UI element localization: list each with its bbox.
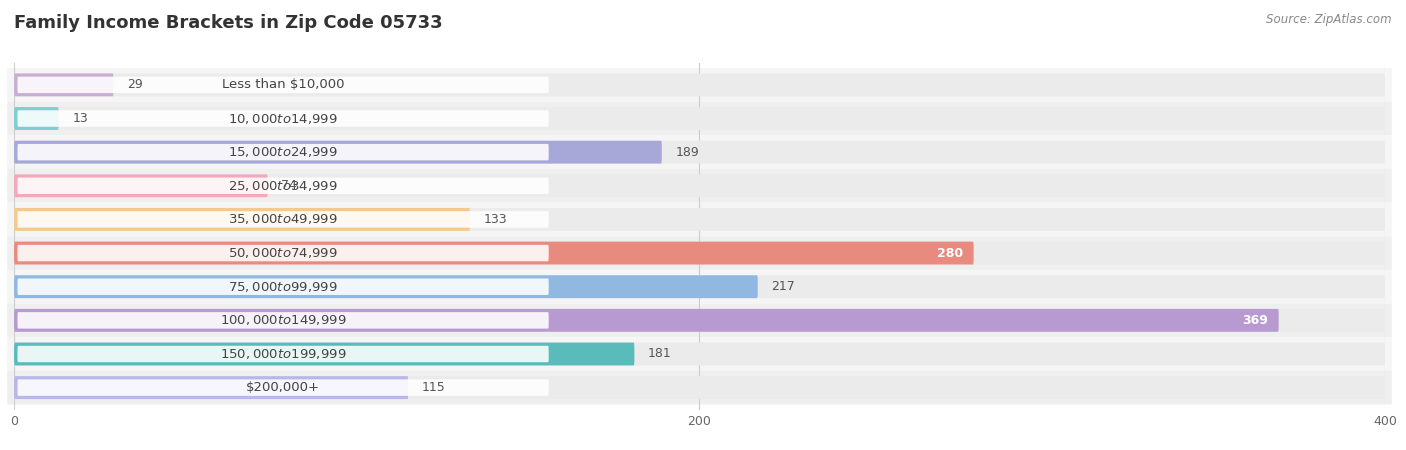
- Text: 217: 217: [772, 280, 796, 293]
- FancyBboxPatch shape: [14, 208, 470, 231]
- FancyBboxPatch shape: [14, 208, 1385, 231]
- FancyBboxPatch shape: [17, 346, 548, 362]
- FancyBboxPatch shape: [17, 178, 548, 194]
- FancyBboxPatch shape: [14, 174, 1385, 197]
- FancyBboxPatch shape: [14, 242, 973, 265]
- FancyBboxPatch shape: [14, 309, 1385, 332]
- FancyBboxPatch shape: [14, 309, 1278, 332]
- Text: 115: 115: [422, 381, 446, 394]
- FancyBboxPatch shape: [7, 68, 1392, 102]
- Text: 189: 189: [675, 146, 699, 159]
- Text: $15,000 to $24,999: $15,000 to $24,999: [228, 145, 337, 159]
- Text: $100,000 to $149,999: $100,000 to $149,999: [219, 313, 346, 327]
- FancyBboxPatch shape: [14, 376, 1385, 399]
- Text: Family Income Brackets in Zip Code 05733: Family Income Brackets in Zip Code 05733: [14, 14, 443, 32]
- FancyBboxPatch shape: [7, 371, 1392, 405]
- FancyBboxPatch shape: [17, 211, 548, 228]
- FancyBboxPatch shape: [7, 304, 1392, 337]
- FancyBboxPatch shape: [14, 73, 1385, 96]
- FancyBboxPatch shape: [17, 144, 548, 160]
- FancyBboxPatch shape: [14, 141, 662, 164]
- FancyBboxPatch shape: [17, 245, 548, 261]
- Text: 13: 13: [72, 112, 89, 125]
- FancyBboxPatch shape: [14, 342, 1385, 365]
- FancyBboxPatch shape: [7, 202, 1392, 236]
- FancyBboxPatch shape: [14, 141, 1385, 164]
- Text: $150,000 to $199,999: $150,000 to $199,999: [219, 347, 346, 361]
- FancyBboxPatch shape: [17, 379, 548, 396]
- Text: 369: 369: [1243, 314, 1268, 327]
- FancyBboxPatch shape: [14, 275, 1385, 298]
- FancyBboxPatch shape: [14, 107, 59, 130]
- FancyBboxPatch shape: [17, 279, 548, 295]
- FancyBboxPatch shape: [7, 337, 1392, 371]
- Text: 29: 29: [127, 78, 143, 91]
- Text: 181: 181: [648, 347, 672, 360]
- Text: $75,000 to $99,999: $75,000 to $99,999: [228, 280, 337, 294]
- FancyBboxPatch shape: [14, 73, 114, 96]
- Text: 74: 74: [281, 179, 297, 192]
- FancyBboxPatch shape: [14, 275, 758, 298]
- Text: $200,000+: $200,000+: [246, 381, 321, 394]
- Text: $50,000 to $74,999: $50,000 to $74,999: [228, 246, 337, 260]
- FancyBboxPatch shape: [17, 312, 548, 328]
- FancyBboxPatch shape: [7, 169, 1392, 202]
- FancyBboxPatch shape: [7, 102, 1392, 135]
- FancyBboxPatch shape: [7, 135, 1392, 169]
- Text: 280: 280: [938, 247, 963, 260]
- Text: $35,000 to $49,999: $35,000 to $49,999: [228, 212, 337, 226]
- Text: $25,000 to $34,999: $25,000 to $34,999: [228, 179, 337, 193]
- FancyBboxPatch shape: [14, 376, 408, 399]
- FancyBboxPatch shape: [17, 110, 548, 127]
- Text: 133: 133: [484, 213, 508, 226]
- FancyBboxPatch shape: [14, 242, 1385, 265]
- FancyBboxPatch shape: [7, 236, 1392, 270]
- FancyBboxPatch shape: [14, 342, 634, 365]
- Text: $10,000 to $14,999: $10,000 to $14,999: [228, 112, 337, 126]
- FancyBboxPatch shape: [7, 270, 1392, 304]
- FancyBboxPatch shape: [17, 76, 548, 93]
- FancyBboxPatch shape: [14, 107, 1385, 130]
- Text: Less than $10,000: Less than $10,000: [222, 78, 344, 91]
- FancyBboxPatch shape: [14, 174, 267, 197]
- Text: Source: ZipAtlas.com: Source: ZipAtlas.com: [1267, 14, 1392, 27]
